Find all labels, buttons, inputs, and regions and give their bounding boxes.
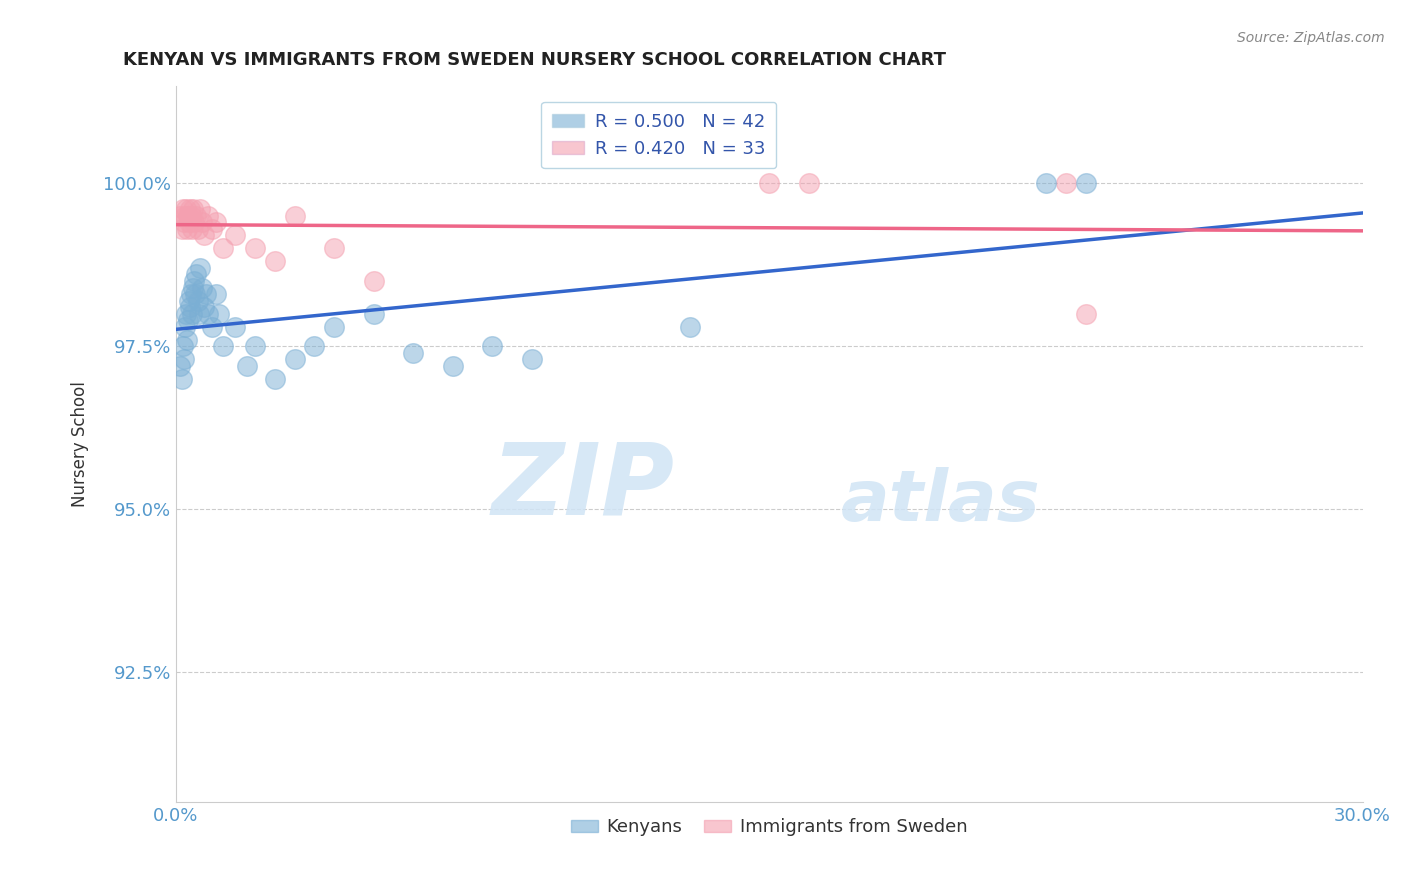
Point (200, 222, 222, 236)
Point (174, 307, 197, 321)
Y-axis label: Nursery School: Nursery School (72, 381, 89, 507)
Point (197, 307, 219, 321)
Text: ZIP: ZIP (491, 438, 675, 535)
Point (204, 215, 226, 229)
Point (176, 222, 198, 236)
Point (187, 307, 209, 321)
Point (180, 287, 202, 301)
Point (193, 300, 215, 314)
Point (181, 280, 204, 294)
Point (188, 202, 211, 217)
Point (193, 228, 215, 243)
Point (481, 339, 503, 353)
Point (177, 209, 200, 223)
Legend: Kenyans, Immigrants from Sweden: Kenyans, Immigrants from Sweden (564, 811, 976, 844)
Point (179, 300, 201, 314)
Point (363, 274, 385, 288)
Point (187, 222, 209, 236)
Point (679, 319, 702, 334)
Point (243, 241, 266, 255)
Point (1035, 176, 1057, 190)
Point (170, 372, 193, 386)
Point (177, 313, 200, 327)
Point (1054, 176, 1077, 190)
Point (184, 209, 207, 223)
Point (243, 339, 266, 353)
Point (204, 287, 226, 301)
Point (174, 202, 197, 217)
Point (184, 287, 207, 301)
Point (263, 254, 285, 268)
Point (758, 176, 780, 190)
Point (169, 359, 191, 373)
Point (441, 359, 464, 373)
Point (797, 176, 820, 190)
Point (304, 339, 326, 353)
Point (197, 209, 219, 223)
Point (323, 319, 346, 334)
Point (173, 352, 195, 367)
Point (169, 209, 191, 223)
Point (181, 202, 204, 217)
Point (172, 339, 194, 353)
Point (224, 228, 246, 243)
Point (183, 274, 205, 288)
Point (179, 202, 201, 217)
Point (173, 319, 195, 334)
Point (173, 209, 195, 223)
Point (180, 222, 202, 236)
Point (176, 333, 198, 347)
Point (180, 307, 202, 321)
Point (363, 307, 385, 321)
Point (184, 268, 207, 282)
Point (188, 260, 211, 275)
Point (200, 319, 222, 334)
Point (520, 352, 543, 367)
Point (183, 215, 205, 229)
Point (224, 319, 246, 334)
Text: Source: ZipAtlas.com: Source: ZipAtlas.com (1237, 31, 1385, 45)
Point (208, 307, 231, 321)
Point (236, 359, 259, 373)
Text: atlas: atlas (841, 467, 1040, 536)
Point (1074, 176, 1097, 190)
Point (1074, 307, 1097, 321)
Point (190, 215, 212, 229)
Point (402, 345, 425, 359)
Point (194, 287, 217, 301)
Point (323, 241, 346, 255)
Text: KENYAN VS IMMIGRANTS FROM SWEDEN NURSERY SCHOOL CORRELATION CHART: KENYAN VS IMMIGRANTS FROM SWEDEN NURSERY… (122, 51, 946, 69)
Point (187, 293, 209, 308)
Point (212, 339, 235, 353)
Point (170, 222, 193, 236)
Point (180, 209, 202, 223)
Point (263, 372, 285, 386)
Point (172, 202, 194, 217)
Point (284, 209, 307, 223)
Point (190, 280, 212, 294)
Point (284, 352, 307, 367)
Point (177, 215, 200, 229)
Point (212, 241, 235, 255)
Point (177, 293, 200, 308)
Point (173, 215, 195, 229)
